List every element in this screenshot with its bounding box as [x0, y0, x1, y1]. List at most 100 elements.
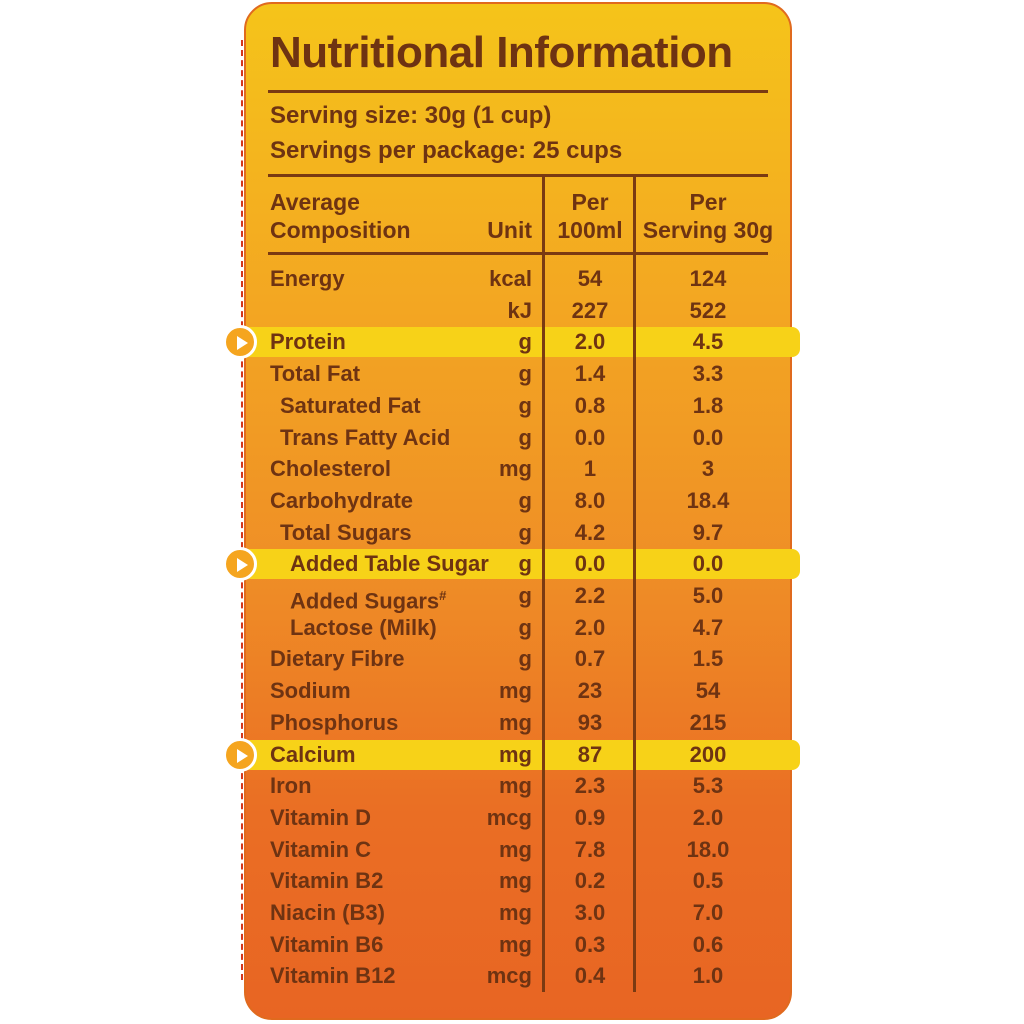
nutrient-unit: g: [518, 393, 532, 418]
value-per-serving: 7.0: [692, 900, 724, 925]
nutrient-name: Calcium: [270, 742, 356, 767]
value-per-serving: 18.0: [686, 837, 730, 862]
play-arrow-icon: [223, 738, 257, 772]
nutrient-unit: mcg: [486, 963, 532, 988]
nutrient-unit: g: [518, 615, 532, 640]
nutrient-unit: mg: [499, 742, 532, 767]
value-per-serving: 4.7: [692, 615, 724, 640]
servings-per-package: Servings per package: 25 cups: [270, 137, 623, 164]
table-row: Lactose (Milk) g 2.0 4.7: [0, 613, 1024, 643]
nutrient-name: Vitamin C: [270, 837, 372, 862]
footnote-mark: #: [439, 588, 447, 603]
table-row: Protein g 2.0 4.5: [0, 327, 1024, 357]
nutrient-name: Sodium: [270, 678, 351, 703]
value-per-serving: 5.0: [692, 583, 724, 608]
value-per-serving: 9.7: [692, 520, 724, 545]
nutrient-name: Vitamin B2: [270, 868, 384, 893]
header-per-serving: Per Serving 30g: [640, 188, 776, 244]
table-row: Energy kcal 54 124: [0, 264, 1024, 294]
play-arrow-icon: [223, 325, 257, 359]
nutrient-unit: g: [518, 425, 532, 450]
nutrient-name: Energy: [270, 266, 345, 291]
nutrient-unit: mg: [499, 868, 532, 893]
value-per-100ml: 2.2: [574, 583, 606, 608]
nutrient-name: Dietary Fibre: [270, 646, 405, 671]
value-per-100ml: 1.4: [574, 361, 606, 386]
table-row: Total Sugars g 4.2 9.7: [0, 518, 1024, 548]
value-per-100ml: 7.8: [574, 837, 606, 862]
nutrient-name: Vitamin B12: [270, 963, 396, 988]
table-row: Trans Fatty Acid g 0.0 0.0: [0, 423, 1024, 453]
value-per-100ml: 4.2: [574, 520, 606, 545]
value-per-serving: 1.5: [692, 646, 724, 671]
table-row: Total Fat g 1.4 3.3: [0, 359, 1024, 389]
value-per-serving: 54: [695, 678, 721, 703]
table-row: Vitamin C mg 7.8 18.0: [0, 835, 1024, 865]
header-per100: Per 100ml: [548, 188, 632, 244]
table-row: Saturated Fat g 0.8 1.8: [0, 391, 1024, 421]
nutrient-name: Total Fat: [270, 361, 361, 386]
value-per-serving: 0.0: [692, 425, 724, 450]
value-per-100ml: 54: [577, 266, 603, 291]
value-per-serving: 124: [689, 266, 727, 291]
serving-size: Serving size: 30g (1 cup): [270, 102, 552, 129]
nutrient-name: Niacin (B3): [270, 900, 385, 925]
table-row: Cholesterol mg 1 3: [0, 454, 1024, 484]
nutrient-unit: g: [518, 488, 532, 513]
nutrient-name: Added Sugars#: [290, 588, 447, 614]
table-row: Added Table Sugar g 0.0 0.0: [0, 549, 1024, 579]
nutrient-unit: mg: [499, 900, 532, 925]
value-per-serving: 3.3: [692, 361, 724, 386]
table-row: Phosphorus mg 93 215: [0, 708, 1024, 738]
nutrient-unit: g: [518, 583, 532, 608]
value-per-serving: 200: [689, 742, 727, 767]
nutrient-unit: g: [518, 646, 532, 671]
value-per-100ml: 3.0: [574, 900, 606, 925]
value-per-100ml: 0.0: [574, 425, 606, 450]
highlight-bar: [244, 549, 800, 579]
table-row: Carbohydrate g 8.0 18.4: [0, 486, 1024, 516]
panel-dashed-edge: [241, 40, 243, 980]
nutrient-name: Protein: [270, 329, 346, 354]
value-per-100ml: 0.7: [574, 646, 606, 671]
nutrient-name: Carbohydrate: [270, 488, 414, 513]
nutrient-name: Iron: [270, 773, 312, 798]
value-per-100ml: 0.9: [574, 805, 606, 830]
nutrient-name: Lactose (Milk): [290, 615, 437, 640]
value-per-serving: 3: [701, 456, 715, 481]
value-per-100ml: 0.4: [574, 963, 606, 988]
nutrient-name: Trans Fatty Acid: [280, 425, 451, 450]
value-per-100ml: 1: [583, 456, 597, 481]
table-row: Dietary Fibre g 0.7 1.5: [0, 644, 1024, 674]
value-per-100ml: 2.0: [574, 329, 606, 354]
nutrient-unit: g: [518, 551, 532, 576]
header-per100-line1: Per: [571, 189, 609, 215]
column-divider-2: [633, 176, 636, 992]
nutrient-unit: mg: [499, 678, 532, 703]
table-row: Niacin (B3) mg 3.0 7.0: [0, 898, 1024, 928]
table-row: kJ 227 522: [0, 296, 1024, 326]
header-composition-line1: Average: [270, 189, 360, 215]
value-per-serving: 4.5: [692, 329, 724, 354]
nutrient-unit: mg: [499, 932, 532, 957]
table-row: Sodium mg 23 54: [0, 676, 1024, 706]
nutrient-name: Vitamin D: [270, 805, 372, 830]
header-divider: [268, 252, 768, 255]
value-per-serving: 1.0: [692, 963, 724, 988]
value-per-serving: 0.5: [692, 868, 724, 893]
nutrient-unit: g: [518, 520, 532, 545]
nutrient-unit: g: [518, 329, 532, 354]
highlight-bar: [244, 740, 800, 770]
column-divider-1: [542, 176, 545, 992]
table-row: Vitamin B12 mcg 0.4 1.0: [0, 961, 1024, 991]
nutrient-name: Saturated Fat: [280, 393, 421, 418]
value-per-serving: 215: [689, 710, 727, 735]
nutrient-unit: mg: [499, 456, 532, 481]
nutrient-unit: kJ: [507, 298, 532, 323]
value-per-100ml: 0.2: [574, 868, 606, 893]
value-per-100ml: 227: [571, 298, 609, 323]
nutrient-name: Vitamin B6: [270, 932, 384, 957]
value-per-serving: 5.3: [692, 773, 724, 798]
nutrient-unit: mcg: [486, 805, 532, 830]
nutrient-unit: kcal: [489, 266, 532, 291]
